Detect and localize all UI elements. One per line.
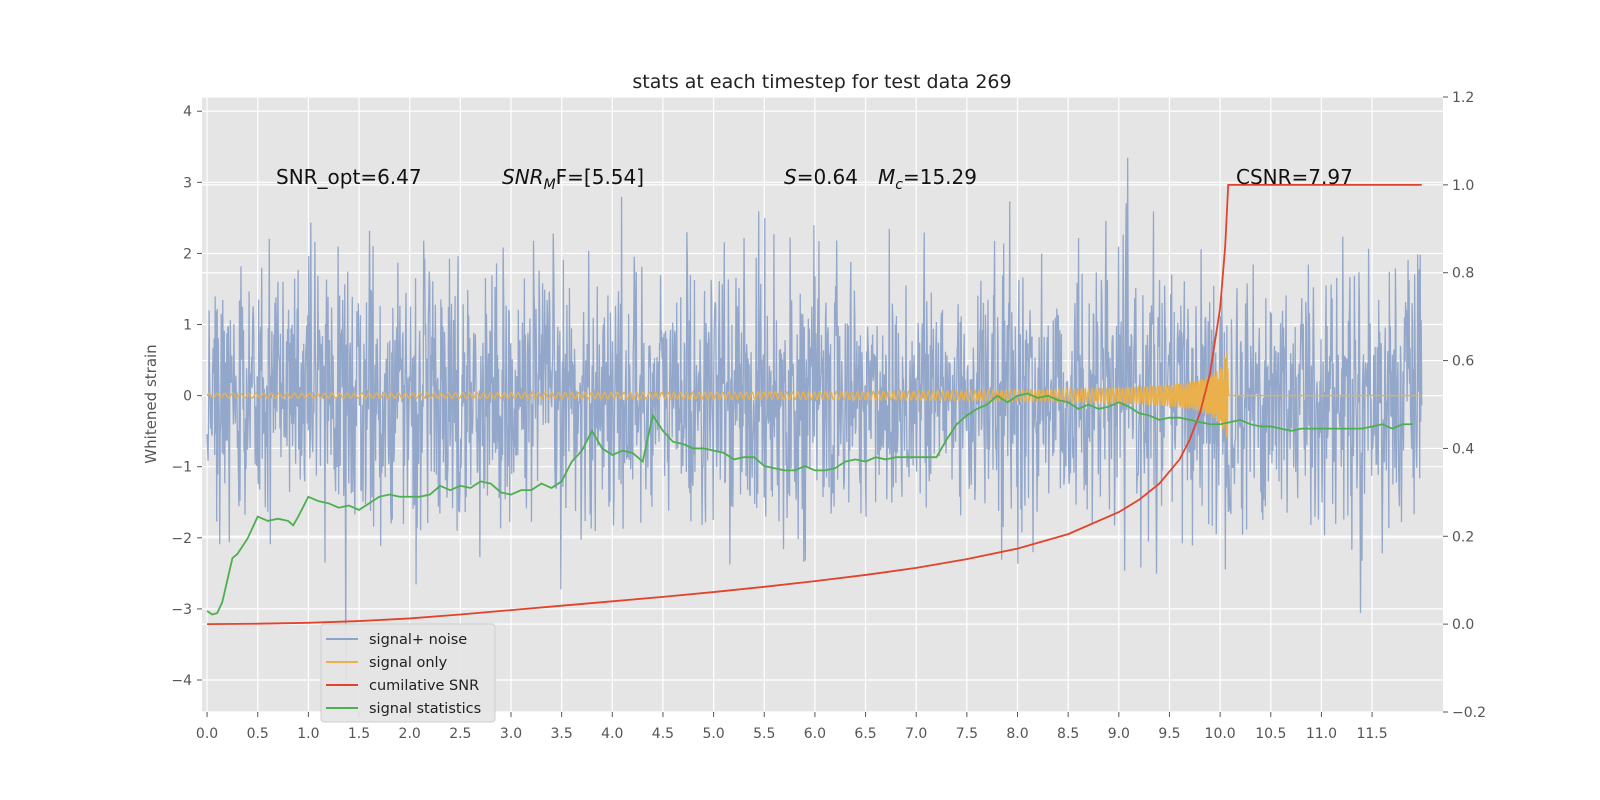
x-tick-label: 10.5 [1255,726,1286,742]
y2-tick-label: 0.4 [1452,441,1474,457]
x-tick-label: 0.0 [196,726,218,742]
x-tick-label: 2.0 [399,726,421,742]
annotation-mc-main: M [878,165,895,189]
y2-tick-label: 0.2 [1452,529,1474,545]
x-tick-label: 8.5 [1057,726,1079,742]
legend-item-cumulative-snr: cumilative SNR [326,678,479,694]
y2-tick-label: 1.0 [1452,178,1474,194]
legend-item-signal-only: signal only [326,655,448,671]
y2-tick-label: 0.8 [1452,266,1474,282]
y-tick-label: 0 [183,389,192,405]
legend-item-signal-noise: signal+ noise [326,632,467,648]
x-tick-label: 7.0 [905,726,927,742]
annotations: SNR_opt=6.47 SNRMF=[5.54] S=0.64 Mc=15.2… [276,165,1353,193]
y-axis-right: 1.2 1.0 0.8 0.6 0.4 0.2 0.0 −0.2 [1443,90,1486,721]
series-line-signal-only [206,351,1422,438]
chart-title: stats at each timestep for test data 269 [632,71,1011,93]
x-tick-label: 8.0 [1006,726,1028,742]
x-tick-label: 9.0 [1108,726,1130,742]
x-tick-label: 6.0 [804,726,826,742]
x-tick-label: 11.0 [1306,726,1337,742]
annotation-snr-opt: SNR_opt=6.47 [276,165,422,189]
x-tick-label: 11.5 [1356,726,1387,742]
annotation-csnr: CSNR=7.97 [1236,165,1353,189]
y-tick-label: −1 [171,460,192,476]
y-tick-label: −3 [171,602,192,618]
x-tick-label: 0.5 [247,726,269,742]
legend-item-signal-statistics: signal statistics [326,701,481,717]
series-line-cumulative-snr [207,183,1422,626]
x-tick-label: 1.0 [297,726,319,742]
y-tick-label: 4 [183,104,192,120]
x-tick-label: 7.5 [956,726,978,742]
y2-tick-label: −0.2 [1452,705,1486,721]
x-tick-label: 9.5 [1158,726,1180,742]
legend-label-cumulative-snr: cumilative SNR [369,678,479,694]
y-tick-label: −2 [171,531,192,547]
x-tick-label: 4.5 [652,726,674,742]
series-line-signal-statistics [206,392,1413,616]
x-tick-label: 10.0 [1205,726,1236,742]
x-axis: 0.0 0.5 1.0 1.5 2.0 2.5 3.0 3.5 4.0 4.5 5.0 5.5 6.0 6… [196,712,1388,742]
annotation-mc-sub: c [895,177,903,193]
x-tick-label: 6.5 [854,726,876,742]
y2-tick-label: 0.6 [1452,354,1474,370]
annotation-s-rest: =0.64 [797,165,858,189]
annotation-mc-rest: =15.29 [903,165,977,189]
legend: signal+ noise signal only cumilative SNR… [320,623,496,723]
x-tick-label: 2.5 [449,726,471,742]
x-tick-label: 3.0 [500,726,522,742]
annotation-mc: Mc=15.29 [878,165,977,193]
legend-box [320,623,496,723]
legend-label-signal-only: signal only [369,655,448,671]
y-axis-label: Whitened strain [142,344,160,463]
y2-tick-label: 1.2 [1452,90,1474,106]
y2-tick-label: 0.0 [1452,617,1474,633]
annotation-snr-mf-main: SNR [502,165,544,189]
y-axis-left: 4 3 2 1 0 −1 −2 −3 −4 [171,104,202,689]
annotation-snr-mf: SNRMF=[5.54] [502,165,644,193]
x-tick-label: 4.0 [601,726,623,742]
legend-label-signal-statistics: signal statistics [369,701,481,717]
annotation-s-main: S [784,165,797,189]
x-tick-label: 3.5 [551,726,573,742]
y-tick-label: 3 [183,175,192,191]
plot-area [206,157,1423,688]
y-tick-label: 2 [183,246,192,262]
annotation-snr-mf-sub: M [544,177,556,193]
annotation-snr-mf-rest: F=[5.54] [556,165,644,189]
y-tick-label: 1 [183,318,192,334]
annotation-s: S=0.64 [784,165,858,189]
x-tick-label: 1.5 [348,726,370,742]
y-tick-label: −4 [171,673,192,689]
legend-label-signal-noise: signal+ noise [369,632,467,648]
x-tick-label: 5.5 [753,726,775,742]
x-tick-label: 5.0 [702,726,724,742]
